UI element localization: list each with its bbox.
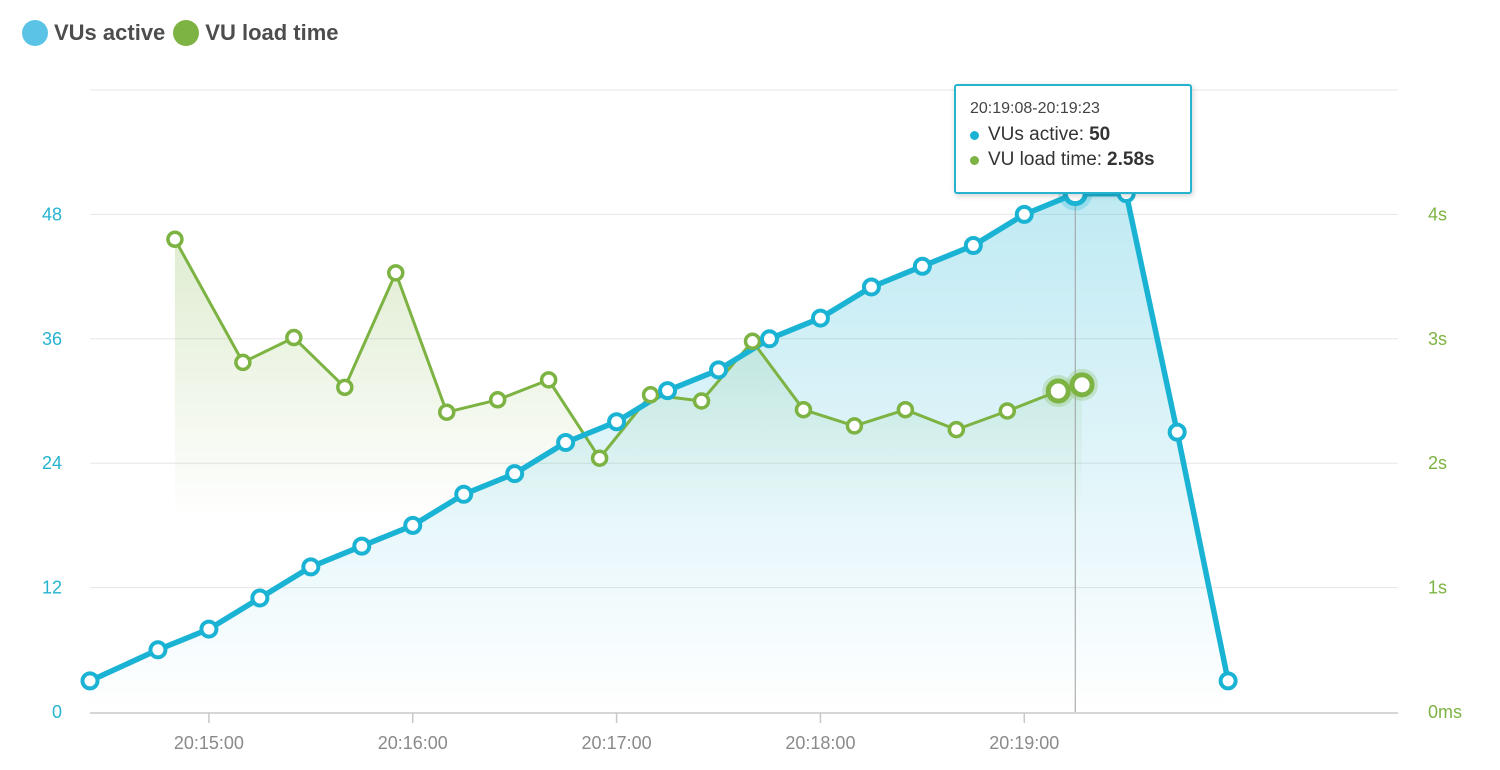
- legend-item-vus-active[interactable]: VUs active: [22, 20, 165, 46]
- vus-active-point[interactable]: [709, 360, 729, 380]
- vu-load-time-point[interactable]: [166, 230, 184, 249]
- y-left-tick-label: 24: [42, 453, 62, 473]
- vu-load-time-swatch-icon: [173, 20, 200, 46]
- x-tick-label: 20:19:00: [989, 733, 1059, 753]
- vus-active-point[interactable]: [505, 464, 525, 484]
- vu-load-time-point[interactable]: [437, 403, 456, 421]
- vu-load-time-point[interactable]: [947, 420, 966, 439]
- vus-active-point[interactable]: [148, 640, 168, 660]
- tooltip-vus-dot-icon: [970, 130, 979, 140]
- vu-load-time-point[interactable]: [539, 371, 558, 389]
- vus-active-point[interactable]: [199, 619, 219, 639]
- vus-active-point[interactable]: [607, 412, 627, 432]
- vu-load-time-point[interactable]: [234, 353, 252, 372]
- y-right-tick-label: 3s: [1428, 329, 1447, 349]
- tooltip-vus-label: VUs active:: [988, 124, 1085, 145]
- y-right-tick-label: 1s: [1428, 578, 1447, 598]
- vus-active-point[interactable]: [1014, 204, 1034, 224]
- vu-load-time-point[interactable]: [590, 449, 609, 467]
- vus-active-point[interactable]: [80, 671, 100, 691]
- y-left-tick-label: 0: [52, 702, 62, 722]
- tooltip-row-vu-load-time: VU load time: 2.58s: [970, 149, 1176, 171]
- vu-load-time-point[interactable]: [641, 386, 660, 404]
- x-tick-label: 20:17:00: [582, 733, 652, 753]
- y-right-tick-label: 4s: [1428, 204, 1447, 224]
- tooltip-row-vus-active: VUs active: 50: [970, 124, 1176, 146]
- vu-load-time-point[interactable]: [692, 392, 711, 410]
- vus-active-swatch-icon: [22, 20, 48, 46]
- vu-load-time-point[interactable]: [896, 400, 915, 419]
- vus-active-point[interactable]: [1218, 671, 1238, 691]
- vus-active-point[interactable]: [301, 557, 321, 577]
- vu-load-time-point[interactable]: [743, 332, 762, 351]
- vus-active-point[interactable]: [759, 329, 779, 349]
- vus-active-point[interactable]: [658, 381, 678, 401]
- tooltip-load-label: VU load time:: [988, 149, 1103, 170]
- x-tick-label: 20:18:00: [785, 733, 855, 753]
- vu-load-time-point[interactable]: [794, 400, 813, 419]
- vu-load-time-point[interactable]: [387, 264, 405, 282]
- y-left-tick-label: 12: [42, 578, 62, 598]
- legend-label-vu-load-time: VU load time: [205, 20, 339, 45]
- y-left-tick-label: 48: [42, 204, 62, 224]
- vus-active-point[interactable]: [810, 308, 830, 328]
- vu-load-time-point[interactable]: [336, 378, 354, 397]
- y-right-tick-label: 0ms: [1428, 702, 1462, 722]
- vu-load-time-point[interactable]: [285, 328, 303, 347]
- tooltip-load-value: 2.58s: [1107, 149, 1155, 170]
- vus-active-point[interactable]: [963, 236, 983, 255]
- tooltip: 20:19:08-20:19:23 VUs active: 50 VU load…: [954, 84, 1192, 194]
- vu-load-time-point[interactable]: [1069, 372, 1095, 398]
- series-areas: [90, 193, 1229, 712]
- vus-active-point[interactable]: [403, 515, 423, 535]
- vu-load-time-point[interactable]: [998, 402, 1017, 420]
- x-tick-label: 20:16:00: [378, 733, 448, 753]
- tooltip-time-range: 20:19:08-20:19:23: [970, 100, 1100, 117]
- vus-active-point[interactable]: [454, 484, 474, 504]
- y-left-tick-label: 36: [42, 329, 62, 349]
- vus-active-point[interactable]: [861, 277, 881, 297]
- vu-load-time-point[interactable]: [488, 391, 507, 409]
- y-right-tick-label: 2s: [1428, 453, 1447, 473]
- vus-active-area: [90, 193, 1229, 712]
- vus-active-point[interactable]: [250, 588, 270, 608]
- vus-active-point[interactable]: [556, 432, 576, 452]
- legend: VUs active VU load time: [22, 20, 347, 46]
- tooltip-vus-value: 50: [1089, 124, 1111, 145]
- axes: 0 12 24 36 48 0ms 1s 2s 3s 4s 20:15:00 20:16:00 20:1…: [42, 204, 1462, 753]
- x-tick-label: 20:15:00: [174, 733, 244, 753]
- legend-label-vus-active: VUs active: [54, 20, 166, 45]
- vus-active-point[interactable]: [1167, 422, 1187, 442]
- vus-active-point[interactable]: [912, 256, 932, 276]
- vu-load-time-point[interactable]: [845, 417, 864, 435]
- vus-active-point[interactable]: [352, 536, 372, 556]
- tooltip-load-dot-icon: [970, 155, 979, 165]
- legend-item-vu-load-time[interactable]: VU load time: [173, 20, 339, 46]
- vu-load-time-point[interactable]: [1045, 378, 1071, 404]
